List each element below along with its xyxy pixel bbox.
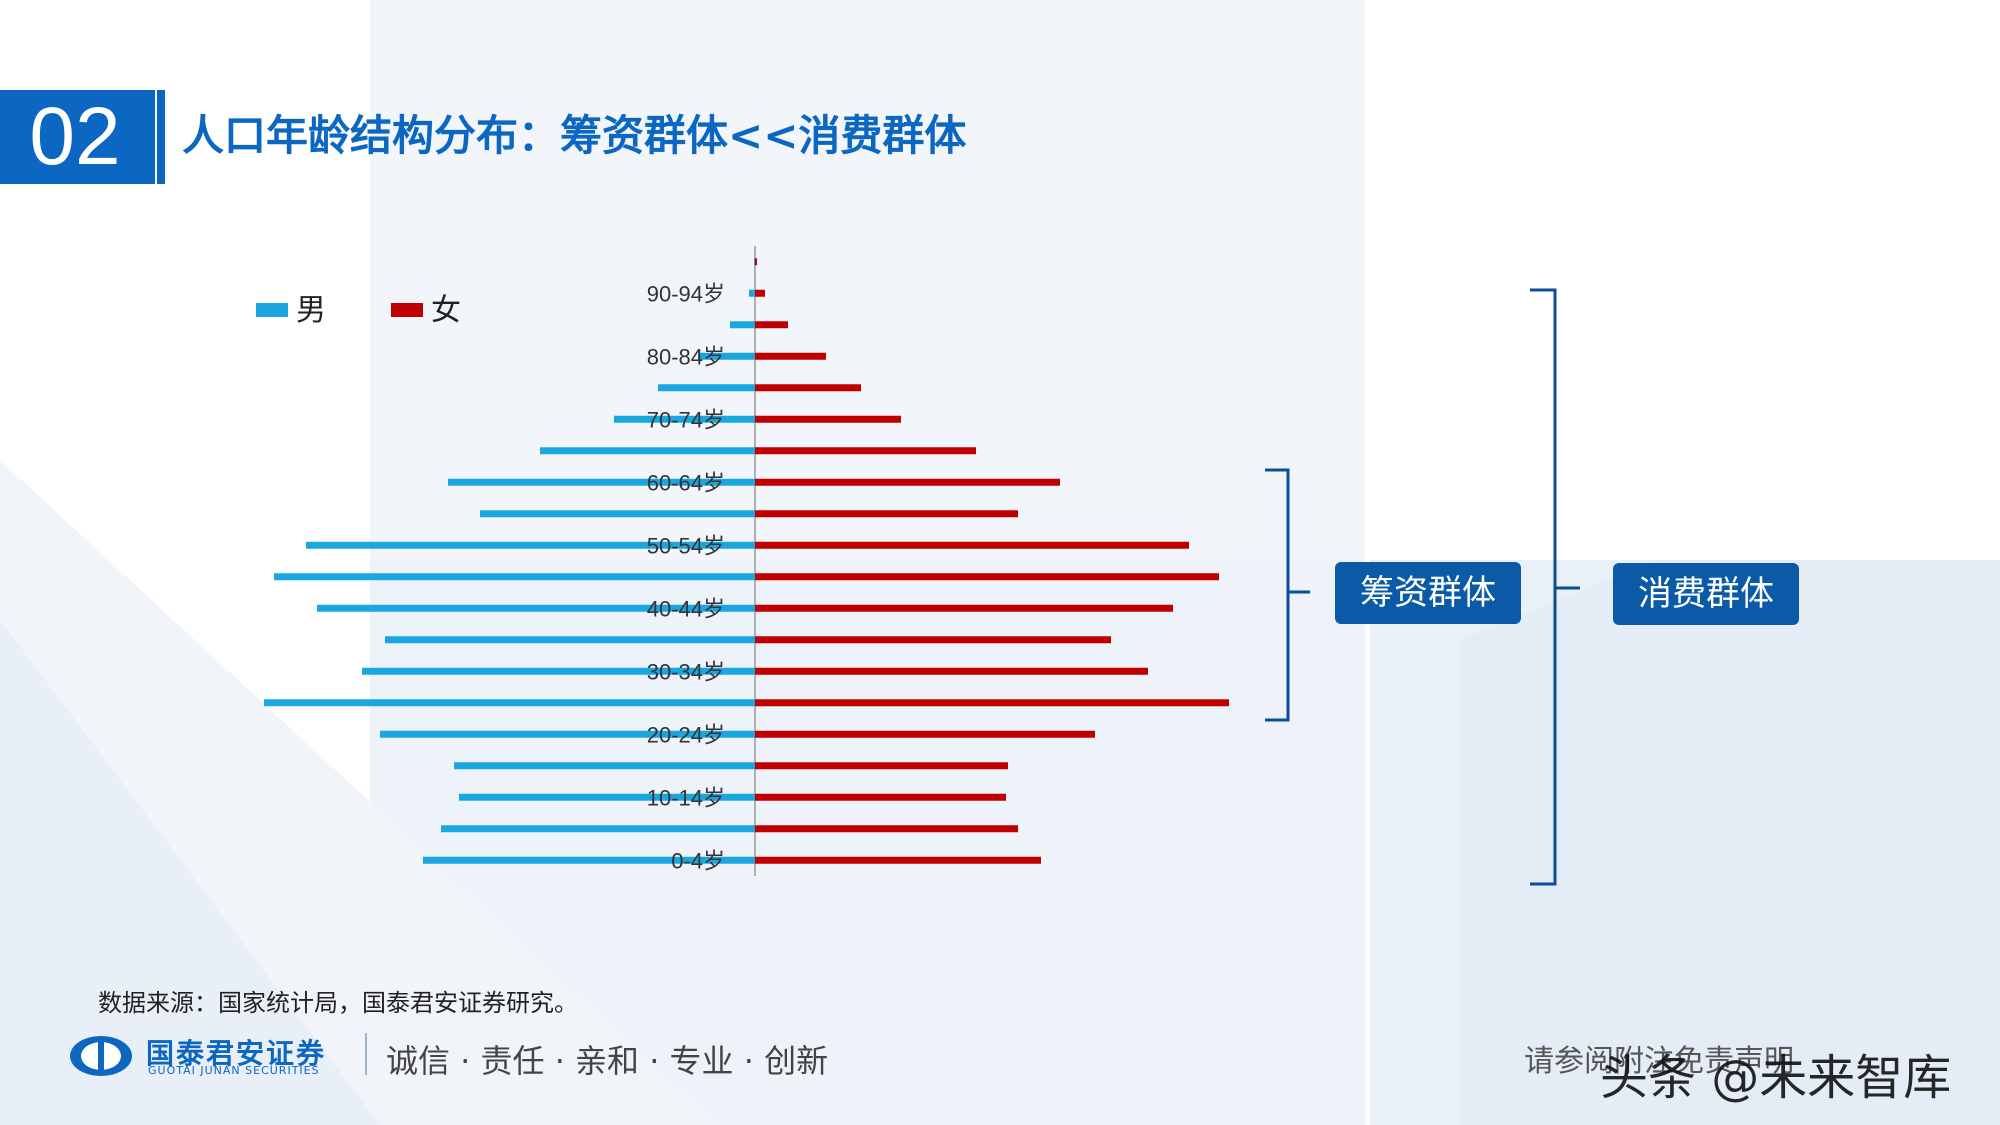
tick-label-0-4岁: 0-4岁 [671,848,725,873]
company-name: 国泰君安证券 [146,1037,327,1070]
tick-label-40-44岁: 40-44岁 [647,596,725,621]
bar-female-65-69岁 [755,447,976,455]
tick-label-30-34岁: 30-34岁 [647,659,725,684]
bar-male-30-34岁 [362,667,755,675]
bar-female-5-9岁 [755,825,1018,833]
bar-female-35-39岁 [755,636,1111,644]
bar-female-70-74岁 [755,415,901,423]
section-number: 02 [0,90,150,184]
bar-male-85-89岁 [730,321,755,329]
tick-label-20-24岁: 20-24岁 [647,722,725,747]
bar-female-90-94岁 [755,289,765,297]
consumption-group-label: 消费群体 [1613,563,1799,625]
bar-male-80-84岁 [698,352,755,360]
bar-female-0-4岁 [755,856,1041,864]
legend-label-男: 男 [296,293,326,328]
disclaimer-text: 请参阅附注免责声明 [1524,1044,1794,1079]
company-slogan: 诚信 · 责任 · 亲和 · 专业 · 创新 [386,1042,829,1080]
bar-male-45-49岁 [274,573,755,581]
bar-female-10-14岁 [755,793,1006,801]
bar-male-55-59岁 [480,510,755,518]
header-divider-thick [157,90,165,184]
legend-swatch-女 [391,303,423,317]
bar-male-35-39岁 [385,636,755,644]
bar-male-75-79岁 [658,384,755,392]
company-logo-icon [70,1036,132,1076]
legend-swatch-男 [256,303,288,317]
bar-male-40-44岁 [317,604,755,612]
company-name-english: GUOTAI JUNAN SECURITIES [148,1064,320,1077]
bar-female-85-89岁 [755,321,788,329]
data-source: 数据来源：国家统计局，国泰君安证券研究。 [98,989,578,1017]
bar-female-15-19岁 [755,762,1008,770]
header-divider [150,90,155,184]
tick-label-50-54岁: 50-54岁 [647,533,725,558]
bar-male-10-14岁 [459,793,755,801]
page-title: 人口年龄结构分布：筹资群体<<消费群体 [182,111,967,160]
bar-male-5-9岁 [441,825,755,833]
bar-female-50-54岁 [755,541,1189,549]
bar-male-20-24岁 [380,730,755,738]
bar-female-60-64岁 [755,478,1060,486]
bar-male-25-29岁 [264,699,755,707]
bar-male-95岁以上 [754,258,755,266]
tick-label-70-74岁: 70-74岁 [647,407,725,432]
footer-divider [365,1033,367,1075]
financing-group-label: 筹资群体 [1335,562,1521,624]
bar-female-55-59岁 [755,510,1018,518]
financing-bracket [1265,468,1310,722]
tick-label-80-84岁: 80-84岁 [647,344,725,369]
tick-label-10-14岁: 10-14岁 [647,785,725,810]
watermark: 头条 @未来智库 [1600,1050,1952,1106]
bar-male-60-64岁 [448,478,755,486]
bar-male-70-74岁 [614,415,755,423]
bar-male-50-54岁 [306,541,755,549]
bar-female-75-79岁 [755,384,861,392]
bar-male-90-94岁 [749,289,755,297]
tick-label-60-64岁: 60-64岁 [647,470,725,495]
bar-female-95岁以上 [755,258,757,266]
bar-female-20-24岁 [755,730,1095,738]
legend-label-女: 女 [431,293,461,328]
bar-female-25-29岁 [755,699,1229,707]
consumption-bracket [1530,288,1580,886]
bar-male-65-69岁 [540,447,755,455]
tick-label-90-94岁: 90-94岁 [647,281,725,306]
bar-female-30-34岁 [755,667,1148,675]
bar-female-45-49岁 [755,573,1219,581]
bar-male-15-19岁 [454,762,755,770]
bar-male-0-4岁 [423,856,755,864]
bar-female-80-84岁 [755,352,826,360]
bar-female-40-44岁 [755,604,1173,612]
